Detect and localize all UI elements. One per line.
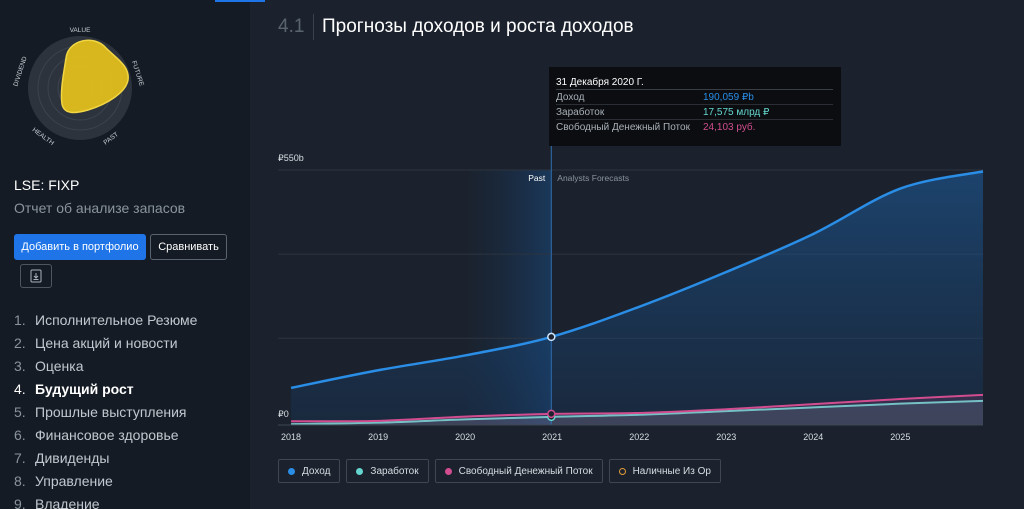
- series-line-earnings: [291, 399, 984, 426]
- x-axis-tick-label: 2021: [542, 432, 562, 442]
- stock-ticker: LSE: FIXP: [14, 177, 80, 193]
- nav-item-number: 7.: [14, 449, 26, 466]
- nav-item-label: Финансовое здоровье: [35, 426, 179, 443]
- active-tab-indicator: [215, 0, 265, 2]
- nav-item-label: Управление: [35, 472, 113, 489]
- snowflake-shape: [60, 39, 129, 114]
- series-line-fcf: [291, 393, 984, 423]
- section-number: 4.1: [278, 16, 305, 37]
- nav-item-label: Оценка: [35, 357, 84, 374]
- legend-dot: [288, 467, 295, 475]
- tooltip-value: 24,103 руб.: [703, 122, 756, 133]
- nav-item-number: 1.: [14, 311, 26, 328]
- export-button[interactable]: [20, 264, 52, 288]
- nav-item-past-performance[interactable]: 5. Прошлые выступления: [14, 400, 197, 423]
- x-axis-tick-label: 2019: [368, 432, 388, 442]
- nav-item-price-news[interactable]: 2. Цена акций и новости: [14, 331, 197, 354]
- nav-item-valuation[interactable]: 3. Оценка: [14, 354, 197, 377]
- forecast-label: Analysts Forecasts: [557, 173, 629, 183]
- tooltip-value: 17,575 млрд ₽: [703, 107, 770, 118]
- legend-item-revenue[interactable]: Доход: [278, 459, 341, 483]
- add-to-portfolio-button[interactable]: Добавить в портфолио: [14, 234, 146, 260]
- nav-item-future-growth[interactable]: 4. Будущий рост: [14, 377, 197, 400]
- tooltip-value: 190,059 ₽b: [703, 92, 754, 103]
- nav-item-label: Прошлые выступления: [35, 403, 187, 420]
- series-area-earnings: [291, 400, 983, 425]
- data-point-revenue: [547, 332, 556, 342]
- nav-item-number: 2.: [14, 334, 26, 351]
- nav-item-number: 8.: [14, 472, 26, 489]
- legend-dot: [356, 467, 364, 475]
- series-line-revenue: [290, 170, 984, 390]
- snowflake-label-value: VALUE: [70, 27, 91, 34]
- export-icon: [30, 269, 42, 283]
- legend-label: Наличные Из Ор: [632, 465, 711, 477]
- nav-item-ownership[interactable]: 9. Владение: [14, 492, 197, 509]
- nav-item-number: 4.: [14, 380, 26, 397]
- tooltip-row-earnings: Заработок 17,575 млрд ₽: [556, 105, 833, 120]
- nav-item-label: Цена акций и новости: [35, 334, 178, 351]
- nav-item-label: Исполнительное Резюме: [35, 311, 198, 328]
- nav-item-number: 5.: [14, 403, 26, 420]
- legend-item-fcf[interactable]: Свободный Денежный Поток: [434, 459, 603, 483]
- chart-tooltip: 31 Декабря 2020 Г. Доход 190,059 ₽b Зара…: [549, 67, 841, 146]
- nav-item-management[interactable]: 8. Управление: [14, 469, 197, 492]
- x-axis-tick-label: 2024: [803, 432, 823, 442]
- series-area-revenue: [291, 171, 983, 425]
- x-axis-tick-label: 2022: [629, 432, 649, 442]
- compare-button[interactable]: Сравнивать: [150, 234, 227, 260]
- report-title: Отчет об анализе запасов: [14, 200, 186, 216]
- nav-item-number: 6.: [14, 426, 26, 443]
- legend-label: Доход: [302, 465, 331, 477]
- section-nav: 1. Исполнительное Резюме 2. Цена акций и н…: [14, 308, 197, 509]
- section-divider: [313, 14, 314, 40]
- legend-dot: [444, 467, 452, 475]
- chart-legend: Доход Заработок Свободный Денежный Поток…: [278, 459, 721, 483]
- tooltip-label: Заработок: [556, 107, 605, 118]
- y-axis-max-label: ₽550b: [278, 153, 304, 163]
- tooltip-row-revenue: Доход 190,059 ₽b: [556, 90, 833, 105]
- snowflake-chart[interactable]: VALUE FUTURE PAST HEALTH DIVIDEND: [10, 18, 150, 158]
- nav-item-dividends[interactable]: 7. Дивиденды: [14, 446, 197, 469]
- tooltip-row-fcf: Свободный Денежный Поток 24,103 руб.: [556, 120, 833, 135]
- nav-item-label: Дивиденды: [35, 449, 110, 466]
- x-axis-tick-label: 2023: [716, 432, 736, 442]
- nav-item-number: 9.: [14, 495, 26, 509]
- y-axis-zero-label: ₽0: [278, 409, 289, 419]
- data-point-fcf: [547, 409, 556, 419]
- nav-item-label: Владение: [35, 495, 100, 509]
- past-label: Past: [528, 173, 546, 183]
- tooltip-label: Доход: [556, 92, 585, 103]
- x-axis-tick-label: 2018: [281, 432, 301, 442]
- legend-item-cash-from-ops[interactable]: Наличные Из Ор: [608, 459, 721, 483]
- nav-item-financial-health[interactable]: 6. Финансовое здоровье: [14, 423, 197, 446]
- tooltip-label: Свободный Денежный Поток: [556, 122, 690, 133]
- nav-item-number: 3.: [14, 357, 26, 374]
- nav-item-executive-summary[interactable]: 1. Исполнительное Резюме: [14, 308, 197, 331]
- legend-label: Свободный Денежный Поток: [458, 465, 593, 477]
- x-axis-tick-label: 2025: [890, 432, 910, 442]
- legend-label: Заработок: [370, 465, 419, 477]
- x-axis-tick-label: 2020: [455, 432, 475, 442]
- tooltip-date: 31 Декабря 2020 Г.: [556, 75, 833, 90]
- sidebar: VALUE FUTURE PAST HEALTH DIVIDEND LSE: F…: [0, 0, 250, 509]
- legend-dot: [618, 467, 626, 475]
- nav-item-label: Будущий рост: [35, 380, 134, 397]
- section-title: Прогнозы доходов и роста доходов: [322, 16, 634, 37]
- legend-item-earnings[interactable]: Заработок: [346, 459, 429, 483]
